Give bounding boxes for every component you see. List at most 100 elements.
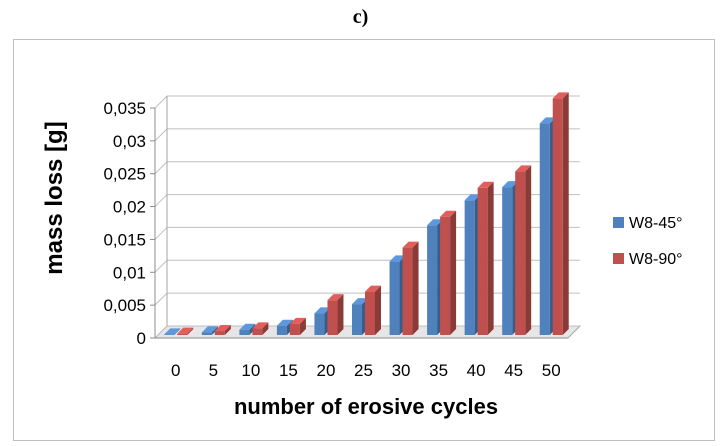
- bar-front: [389, 261, 400, 335]
- y-tick-label: 0,03: [113, 132, 146, 151]
- legend: W8-45° W8-90°: [613, 215, 683, 268]
- bar-front: [552, 98, 563, 335]
- bar-front: [289, 323, 300, 335]
- bar-side: [562, 92, 569, 335]
- legend-item: W8-90°: [613, 251, 683, 268]
- bar-front: [464, 200, 475, 335]
- bar-top: [427, 219, 444, 226]
- y-tick-label: 0,025: [103, 165, 146, 184]
- bar: [201, 326, 218, 335]
- legend-label: W8-45°: [629, 215, 683, 232]
- bar-front: [252, 328, 263, 335]
- bar-top: [464, 194, 481, 201]
- bar: [214, 325, 231, 335]
- bar-side: [299, 317, 306, 335]
- bar-side: [525, 165, 532, 335]
- bar-top: [289, 317, 306, 324]
- legend-swatch: [613, 253, 624, 264]
- gridline-side: [154, 259, 168, 273]
- bar-top: [552, 92, 569, 99]
- bar-side: [174, 328, 181, 335]
- bar-side: [224, 325, 231, 335]
- bars: [164, 92, 569, 336]
- bar-top: [440, 210, 457, 217]
- bar-side: [375, 285, 381, 335]
- bar-front: [352, 304, 362, 335]
- y-tick-label: 0,015: [103, 230, 146, 249]
- bar: [515, 165, 532, 335]
- legend-swatch: [613, 217, 624, 228]
- legend-label: W8-90°: [629, 251, 683, 268]
- y-tick-label: 0: [137, 329, 146, 348]
- bar: [440, 210, 457, 335]
- x-tick-labels: 0 5 10 15 20 25 30 35 40 45 50: [171, 361, 561, 380]
- bar-front: [239, 329, 250, 335]
- x-tick-label: 25: [354, 361, 373, 380]
- x-tick-label: 50: [542, 361, 561, 380]
- x-axis-title: number of erosive cycles: [234, 394, 498, 419]
- bar-front: [515, 171, 526, 335]
- y-tick-label: 0,02: [113, 198, 146, 217]
- bar: [289, 317, 306, 335]
- bar: [365, 285, 381, 335]
- bar: [252, 322, 269, 335]
- bar-front: [440, 216, 451, 335]
- bar-front: [477, 187, 488, 335]
- bar-top: [539, 117, 556, 124]
- bar-top: [252, 322, 269, 329]
- bar: [327, 294, 344, 335]
- x-tick-label: 40: [467, 361, 486, 380]
- bar-top: [214, 325, 231, 332]
- bar: [477, 181, 494, 335]
- bar: [552, 92, 569, 335]
- bar-side: [487, 181, 494, 335]
- x-tick-label: 15: [279, 361, 298, 380]
- bar-side: [412, 241, 419, 335]
- bar-front: [502, 187, 513, 335]
- bar-top: [327, 294, 344, 301]
- y-tick-label: 0,005: [103, 296, 146, 315]
- bar-side: [337, 294, 344, 335]
- gridline-side: [154, 325, 168, 339]
- gridline-side: [154, 95, 168, 109]
- y-tick-label: 0,01: [113, 263, 146, 282]
- bar-side: [262, 322, 269, 335]
- bar-side: [187, 327, 194, 335]
- bar-top: [164, 328, 181, 335]
- x-tick-label: 35: [429, 361, 448, 380]
- bar: [402, 241, 419, 335]
- bar-front: [539, 123, 550, 336]
- bar-front: [402, 247, 413, 335]
- y-tick-label: 0,035: [103, 99, 146, 118]
- gridline-side: [154, 128, 168, 142]
- axes: [154, 96, 568, 339]
- bar-front: [177, 333, 188, 335]
- x-tick-label: 0: [171, 361, 180, 380]
- bar-top: [314, 307, 331, 314]
- bar-front: [314, 313, 325, 335]
- bar-side: [450, 210, 457, 335]
- bar-top: [502, 181, 519, 188]
- gridline-side: [154, 161, 168, 175]
- bar: [164, 328, 181, 335]
- bar-top: [389, 255, 406, 262]
- bar-top: [477, 181, 494, 188]
- gridline-side: [154, 227, 168, 240]
- x-tick-label: 45: [504, 361, 523, 380]
- bar-top: [239, 323, 256, 330]
- y-tick-labels: 0 0,005 0,01 0,015 0,02 0,025 0,03 0,035: [103, 99, 155, 348]
- bar-front: [365, 291, 375, 335]
- legend-item: W8-45°: [613, 215, 683, 232]
- y-axis-title: mass loss [g]: [41, 121, 68, 274]
- bar-top: [365, 285, 381, 292]
- bar-top: [201, 326, 218, 333]
- gridline-side: [154, 194, 168, 207]
- bar-top: [177, 327, 194, 334]
- bar-top: [402, 241, 419, 248]
- bar-front: [427, 225, 438, 335]
- bar-top: [352, 298, 368, 305]
- x-tick-label: 10: [241, 361, 260, 380]
- bar-front: [214, 331, 225, 335]
- x-tick-label: 30: [392, 361, 411, 380]
